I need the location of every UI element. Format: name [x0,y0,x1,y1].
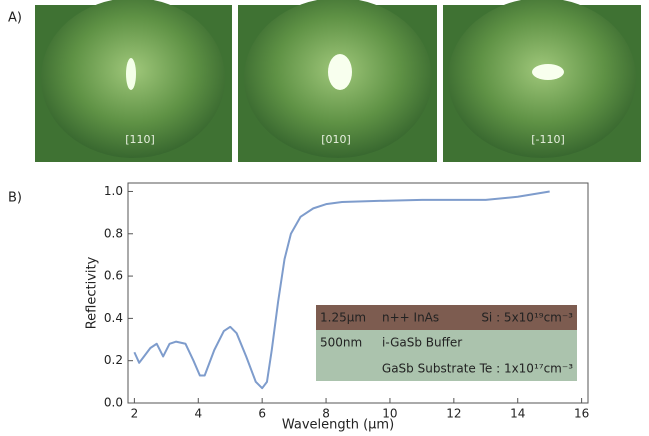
layer-label: GaSb Substrate Te : 1x10¹⁷cm⁻³ [382,362,573,376]
panel-label: B) [8,191,22,206]
x-tick-label: 14 [510,407,525,421]
x-tick-label: 6 [258,407,266,421]
y-axis-label: Reflectivity [85,256,100,329]
y-tick-label: 0.2 [104,353,123,367]
layer-label: Si : 5x10¹⁹cm⁻³ [481,311,573,325]
x-tick-label: 4 [194,407,202,421]
spot [532,64,564,80]
x-tick-label: 16 [574,407,589,421]
plot-frame [127,182,589,404]
line [133,190,550,390]
layer [316,330,577,381]
image-label: [-110] [531,133,565,146]
x-tick-label: 8 [322,407,330,421]
image-label: [010] [321,133,351,146]
y-tick-label: 0.6 [104,269,123,283]
x-tick-label: 10 [382,407,397,421]
x-axis-label: Wavelength (μm) [282,418,394,433]
layer [316,305,577,330]
layer-label: 500nm [320,336,362,350]
y-tick-label: 0.8 [104,226,123,240]
rheed-images: [110] [010] [-110] [35,0,641,162]
x-tick-label: 12 [446,407,461,421]
spot [126,58,136,90]
layer-label: i-GaSb Buffer [382,336,462,350]
image-label: [110] [125,133,155,146]
layer-label: 1.25μm [320,311,366,325]
y-tick-label: 0.0 [104,396,123,410]
y-tick-label: 1.0 [104,184,123,198]
layer-label: n++ InAs [382,311,439,325]
y-tick-label: 0.4 [104,311,123,325]
panel-label: A) [8,11,22,26]
x-tick-label: 2 [131,407,139,421]
spot [328,54,352,90]
